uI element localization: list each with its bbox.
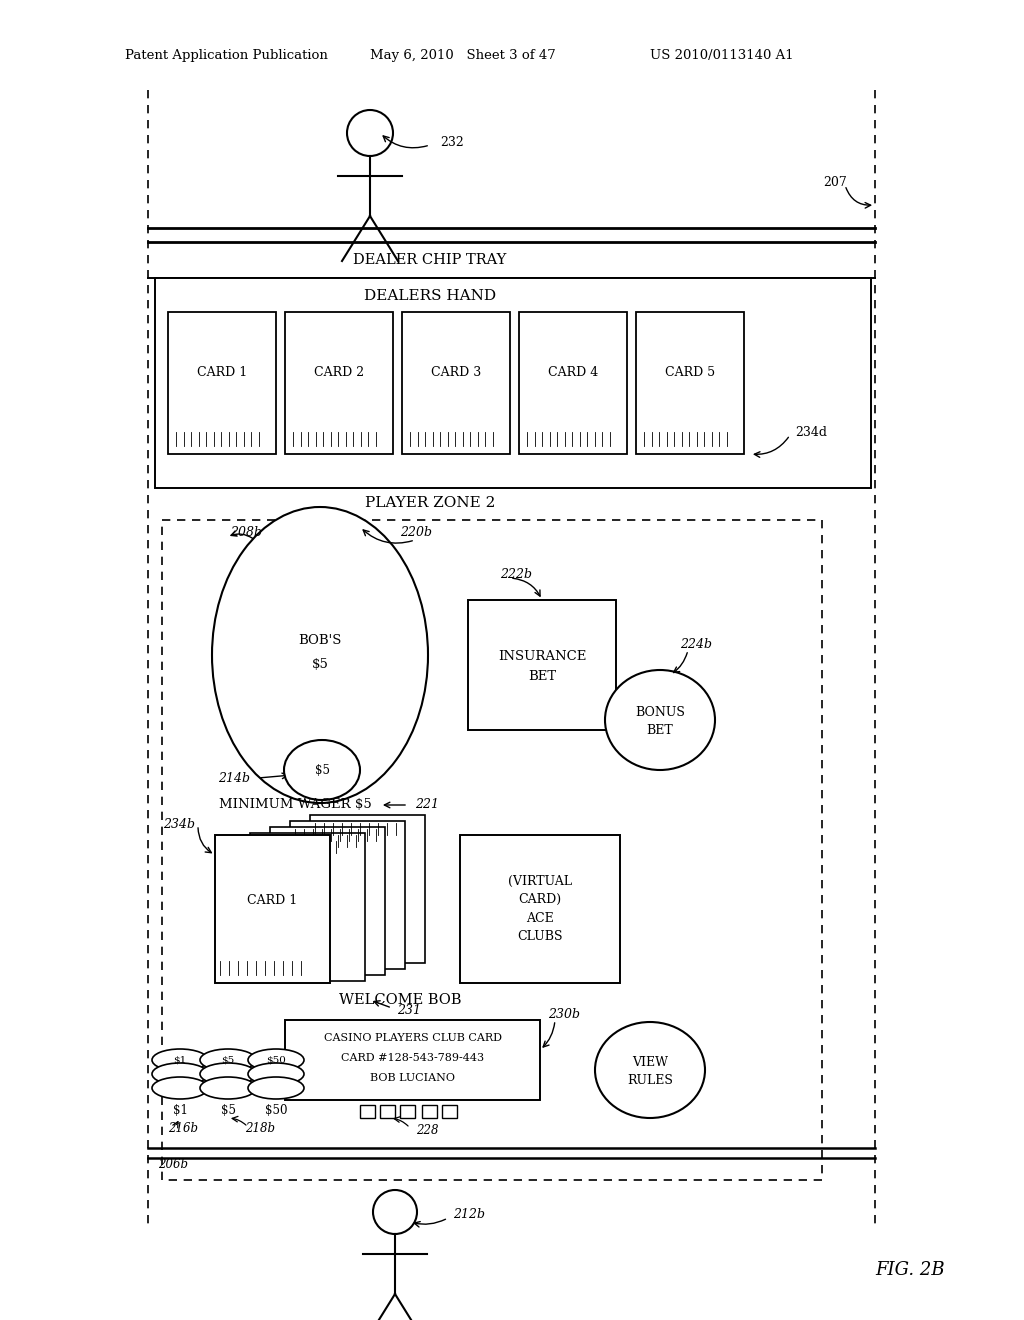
Ellipse shape (248, 1063, 304, 1085)
Bar (468, 601, 616, 730)
Ellipse shape (347, 110, 393, 156)
Text: CASINO PLAYERS CLUB CARD: CASINO PLAYERS CLUB CARD (324, 1034, 502, 1043)
Text: CARD 3: CARD 3 (431, 367, 481, 380)
Text: 218b: 218b (245, 1122, 275, 1134)
Text: 221: 221 (415, 799, 439, 812)
Text: 207: 207 (823, 176, 847, 189)
Text: FIG. 2B: FIG. 2B (876, 1261, 945, 1279)
Text: May 6, 2010   Sheet 3 of 47: May 6, 2010 Sheet 3 of 47 (370, 49, 556, 62)
Text: 231: 231 (397, 1003, 421, 1016)
Text: US 2010/0113140 A1: US 2010/0113140 A1 (650, 49, 794, 62)
Ellipse shape (595, 1022, 705, 1118)
Text: BONUS: BONUS (635, 705, 685, 718)
Text: (VIRTUAL: (VIRTUAL (508, 874, 572, 887)
Ellipse shape (200, 1049, 256, 1071)
Bar (422, 1105, 437, 1118)
Bar (155, 279, 871, 488)
Text: Patent Application Publication: Patent Application Publication (125, 49, 328, 62)
Bar (402, 312, 510, 454)
Bar (162, 520, 822, 1180)
Text: $50: $50 (265, 1104, 288, 1117)
Text: CARD 1: CARD 1 (197, 367, 247, 380)
Ellipse shape (152, 1049, 208, 1071)
Text: 234b: 234b (163, 818, 195, 832)
Text: CLUBS: CLUBS (517, 931, 563, 944)
Text: PLAYER ZONE 2: PLAYER ZONE 2 (365, 496, 496, 510)
Bar (285, 1020, 540, 1100)
Text: VIEW: VIEW (632, 1056, 668, 1068)
Text: DEALERS HAND: DEALERS HAND (364, 289, 496, 304)
Text: 228: 228 (416, 1123, 438, 1137)
Text: CARD 5: CARD 5 (665, 367, 715, 380)
Bar (400, 1105, 415, 1118)
Bar (519, 312, 627, 454)
Ellipse shape (248, 1077, 304, 1100)
Text: CARD 1: CARD 1 (248, 895, 298, 908)
Ellipse shape (200, 1063, 256, 1085)
Text: $1: $1 (173, 1056, 186, 1064)
Text: 220b: 220b (400, 527, 432, 540)
Text: 5: 5 (318, 883, 326, 895)
Ellipse shape (284, 741, 360, 800)
Text: 208b: 208b (230, 527, 262, 540)
Text: CARD 4: CARD 4 (548, 367, 598, 380)
Ellipse shape (605, 671, 715, 770)
Text: 222b: 222b (500, 569, 532, 582)
Text: 224b: 224b (680, 639, 712, 652)
Text: 216b: 216b (168, 1122, 198, 1134)
Text: BOB LUCIANO: BOB LUCIANO (370, 1073, 455, 1082)
Bar (380, 1105, 395, 1118)
Text: $5: $5 (221, 1056, 234, 1064)
Ellipse shape (152, 1063, 208, 1085)
Text: 232: 232 (440, 136, 464, 149)
Bar (310, 814, 425, 964)
Text: CARD): CARD) (518, 892, 561, 906)
Text: DEALER CHIP TRAY: DEALER CHIP TRAY (353, 253, 507, 267)
Text: 206b: 206b (158, 1159, 188, 1172)
Text: 212b: 212b (453, 1209, 485, 1221)
Text: CARD 2: CARD 2 (314, 367, 365, 380)
Text: WELCOME BOB: WELCOME BOB (339, 993, 461, 1007)
Text: 2: 2 (258, 900, 266, 913)
Text: 230b: 230b (548, 1008, 580, 1022)
Text: ACE: ACE (526, 912, 554, 925)
Bar (250, 833, 365, 981)
Text: BET: BET (528, 671, 556, 684)
Text: 214b: 214b (218, 771, 250, 784)
Text: CARD #128-543-789-443: CARD #128-543-789-443 (341, 1053, 484, 1063)
Text: BOB'S: BOB'S (298, 634, 342, 647)
Ellipse shape (248, 1049, 304, 1071)
Bar (460, 836, 620, 983)
Ellipse shape (373, 1191, 417, 1234)
Text: RULES: RULES (627, 1073, 673, 1086)
Text: 234d: 234d (795, 425, 827, 438)
Text: BET: BET (646, 723, 674, 737)
Ellipse shape (152, 1077, 208, 1100)
Text: MINIMUM WAGER $5: MINIMUM WAGER $5 (219, 799, 372, 812)
Bar (285, 312, 393, 454)
Bar (215, 836, 330, 983)
Bar (168, 312, 276, 454)
Ellipse shape (200, 1077, 256, 1100)
Text: $5: $5 (220, 1104, 236, 1117)
Text: $50: $50 (266, 1056, 286, 1064)
Text: $5: $5 (314, 763, 330, 776)
Bar (442, 1105, 457, 1118)
Bar (636, 312, 744, 454)
Text: 3: 3 (278, 895, 286, 908)
Ellipse shape (212, 507, 428, 803)
Text: 4: 4 (298, 888, 306, 902)
Bar (290, 821, 406, 969)
Bar (360, 1105, 375, 1118)
Text: $5: $5 (311, 659, 329, 672)
Text: $1: $1 (173, 1104, 187, 1117)
Bar (270, 828, 385, 975)
Text: INSURANCE: INSURANCE (498, 651, 586, 664)
